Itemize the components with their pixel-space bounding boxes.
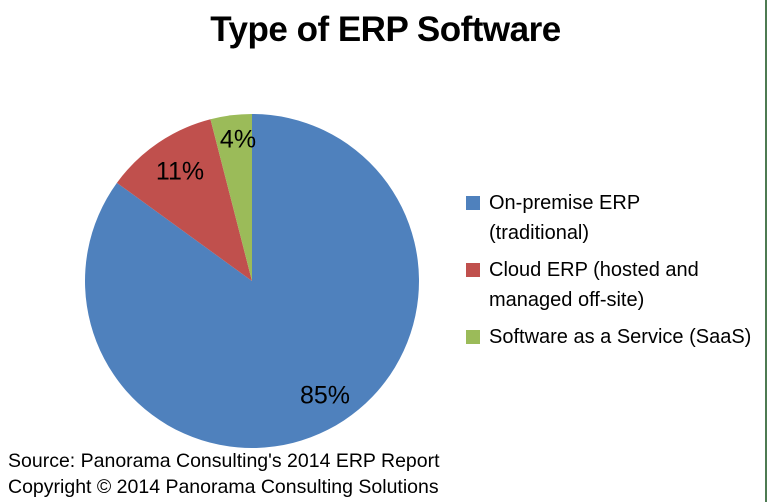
legend-label-cloud: Cloud ERP (hosted and managed off-site) xyxy=(489,255,699,315)
pie-label-on-premise: 85% xyxy=(299,381,351,410)
pie-slice-1 xyxy=(116,119,252,281)
footer: Source: Panorama Consulting's 2014 ERP R… xyxy=(8,448,440,500)
right-border-line xyxy=(765,0,767,502)
source-line: Source: Panorama Consulting's 2014 ERP R… xyxy=(8,450,440,472)
legend-label-line: Cloud ERP (hosted and xyxy=(489,259,699,281)
legend-item-cloud: Cloud ERP (hosted and managed off-site) xyxy=(466,255,766,315)
legend-swatch-on-premise xyxy=(466,196,480,210)
legend-swatch-saas xyxy=(466,330,480,344)
legend-label-saas: Software as a Service (SaaS) xyxy=(489,322,751,352)
legend-item-on-premise: On-premise ERP (traditional) xyxy=(466,188,766,248)
pie-label-cloud: 11% xyxy=(155,157,205,186)
pie-slice-0 xyxy=(85,114,419,448)
legend: On-premise ERP (traditional) Cloud ERP (… xyxy=(466,188,766,359)
legend-label-line: Software as a Service (SaaS) xyxy=(489,326,752,348)
legend-swatch-cloud xyxy=(466,263,480,277)
legend-label-line: (traditional) xyxy=(489,222,590,244)
legend-label-on-premise: On-premise ERP (traditional) xyxy=(489,188,640,248)
legend-item-saas: Software as a Service (SaaS) xyxy=(466,322,766,352)
legend-label-line: On-premise ERP xyxy=(489,192,641,214)
chart-title: Type of ERP Software xyxy=(210,10,561,49)
pie-slice-2 xyxy=(210,114,252,281)
copyright-line: Copyright © 2014 Panorama Consulting Sol… xyxy=(8,476,439,498)
legend-label-line: managed off-site) xyxy=(489,289,645,311)
pie-chart xyxy=(85,114,419,448)
pie-label-saas: 4% xyxy=(219,125,257,154)
